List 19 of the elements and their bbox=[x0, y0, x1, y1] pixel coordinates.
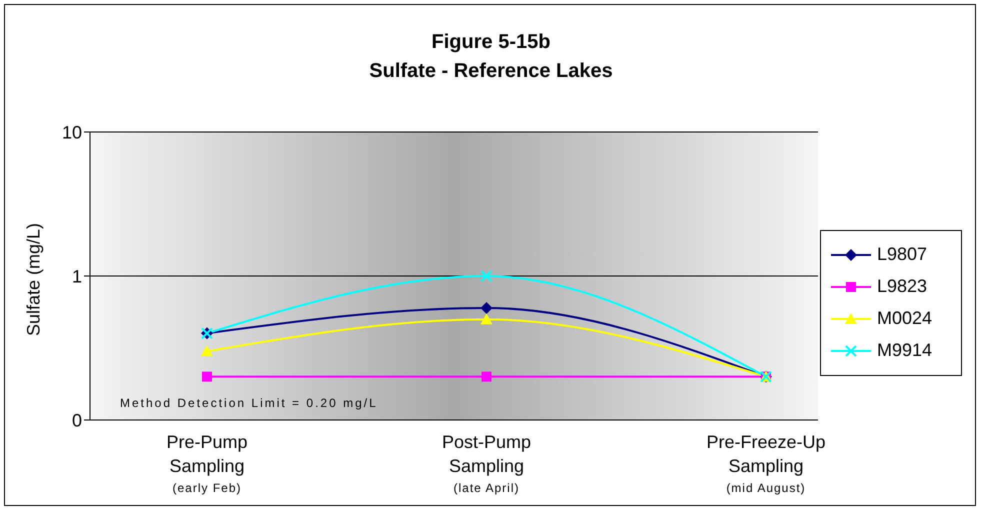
y-axis-title: Sulfate (mg/L) bbox=[23, 222, 44, 336]
x-tick-label: Pre-Pump Sampling (early Feb) bbox=[166, 432, 248, 495]
point bbox=[480, 270, 492, 282]
point bbox=[480, 313, 492, 324]
legend-label: M0024 bbox=[877, 308, 932, 329]
y-tick-label: 10 bbox=[62, 122, 82, 142]
point bbox=[482, 372, 492, 382]
legend-label: L9807 bbox=[877, 244, 928, 265]
annotation: Method Detection Limit = 0.20 mg/L bbox=[120, 396, 378, 410]
point bbox=[480, 302, 492, 314]
legend-label: M9914 bbox=[877, 340, 932, 361]
chart-title: Figure 5-15b Sulfate - Reference Lakes bbox=[368, 30, 614, 84]
y-tick-label: 0 bbox=[72, 410, 82, 430]
point bbox=[202, 372, 212, 382]
x-tick-label: Pre-Freeze-Up Sampling (mid August) bbox=[706, 432, 826, 495]
y-tick-label: 1 bbox=[72, 266, 82, 286]
x-tick-label: Post-Pump Sampling (late April) bbox=[442, 432, 532, 495]
point bbox=[201, 345, 213, 356]
legend-label: L9823 bbox=[877, 276, 928, 297]
